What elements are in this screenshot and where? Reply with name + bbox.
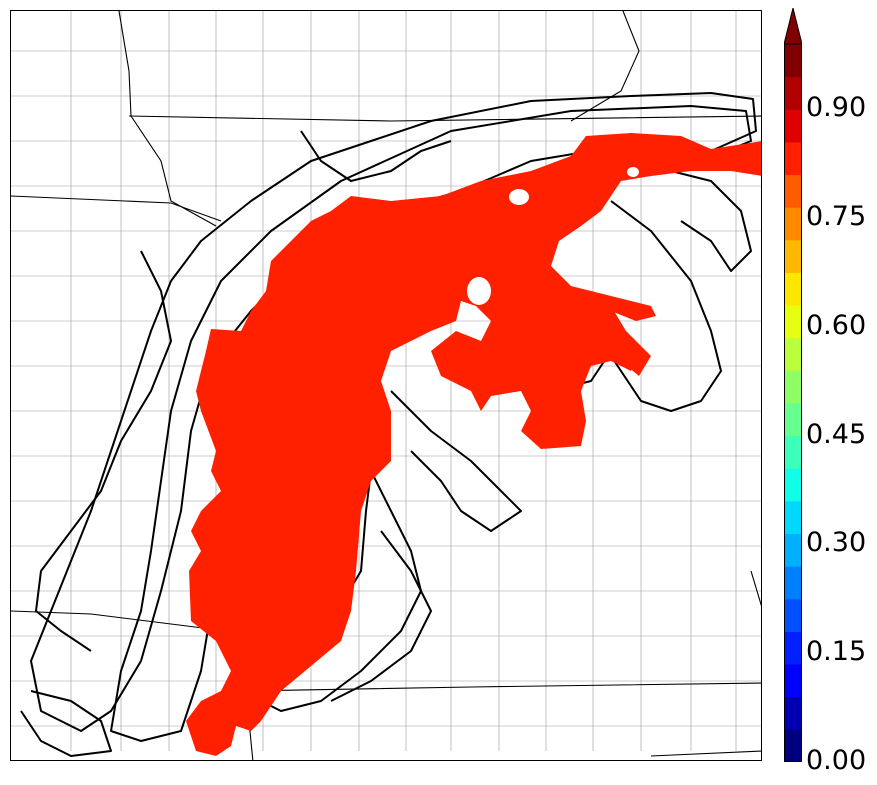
colorbar-band bbox=[784, 272, 802, 306]
colorbar-band bbox=[784, 109, 802, 143]
colorbar-extend-arrow bbox=[784, 8, 802, 45]
map-canvas bbox=[11, 11, 761, 760]
colorbar-band bbox=[784, 631, 802, 665]
colorbar-band bbox=[784, 141, 802, 176]
colorbar-band bbox=[784, 337, 802, 371]
colorbar-band bbox=[784, 370, 802, 404]
colorbar-tick-label: 0.75 bbox=[806, 201, 867, 233]
contour-outline-7 bbox=[260, 470, 422, 712]
colorbar-band bbox=[784, 729, 802, 762]
map-panel bbox=[10, 10, 762, 761]
colorbar-tick-label: 0.00 bbox=[806, 745, 867, 776]
colorbar-band bbox=[784, 239, 802, 273]
island-southeast bbox=[586, 306, 651, 376]
high-probability-region bbox=[186, 133, 761, 756]
contour-outline-3 bbox=[300, 130, 452, 182]
state-line-southeast bbox=[650, 750, 761, 757]
state-line-west-lower bbox=[11, 610, 212, 630]
colorbar-band bbox=[784, 696, 802, 730]
colorbar-tick-label: 0.90 bbox=[806, 92, 867, 124]
colorbar-band bbox=[784, 468, 802, 502]
colorbar-tick-label: 0.45 bbox=[806, 418, 867, 450]
contour-outline-4 bbox=[35, 250, 172, 652]
contour-outline-8 bbox=[330, 530, 432, 702]
hole-3 bbox=[627, 167, 639, 177]
colorbar-tick-label: 0.30 bbox=[806, 527, 867, 559]
colorbar-tick-label: 0.60 bbox=[806, 309, 867, 341]
county-boundaries bbox=[11, 11, 761, 751]
colorbar-band bbox=[784, 566, 802, 600]
state-line-north bbox=[128, 115, 761, 122]
state-line-east bbox=[750, 570, 761, 607]
probability-fill bbox=[186, 133, 761, 756]
contour-outline-10 bbox=[20, 690, 112, 757]
colorbar-band bbox=[784, 76, 802, 110]
contour-outline-5 bbox=[600, 200, 722, 412]
state-line-west-upper bbox=[11, 195, 222, 222]
contour-outline-1 bbox=[30, 92, 757, 732]
colorbar-band bbox=[784, 533, 802, 567]
colorbar-tick-label: 0.15 bbox=[806, 636, 867, 668]
colorbar-bands bbox=[784, 44, 802, 762]
colorbar-band bbox=[784, 174, 802, 208]
contour-outline-6 bbox=[390, 390, 522, 532]
colorbar-band bbox=[784, 403, 802, 437]
colorbar-band bbox=[784, 598, 802, 632]
colorbar-band bbox=[784, 500, 802, 535]
colorbar bbox=[784, 8, 802, 762]
river-ohio bbox=[570, 11, 640, 122]
contour-outline-9 bbox=[670, 170, 752, 272]
colorbar-band bbox=[784, 305, 802, 339]
state-line-south bbox=[240, 682, 761, 692]
hole-2 bbox=[467, 277, 491, 305]
state-boundaries bbox=[11, 11, 761, 760]
river-mississippi bbox=[118, 11, 217, 227]
colorbar-band bbox=[784, 44, 802, 78]
colorbar-band bbox=[784, 435, 802, 469]
colorbar-border bbox=[784, 43, 802, 762]
hole-1 bbox=[509, 189, 529, 205]
colorbar-band bbox=[784, 207, 802, 241]
colorbar-band bbox=[784, 664, 802, 698]
